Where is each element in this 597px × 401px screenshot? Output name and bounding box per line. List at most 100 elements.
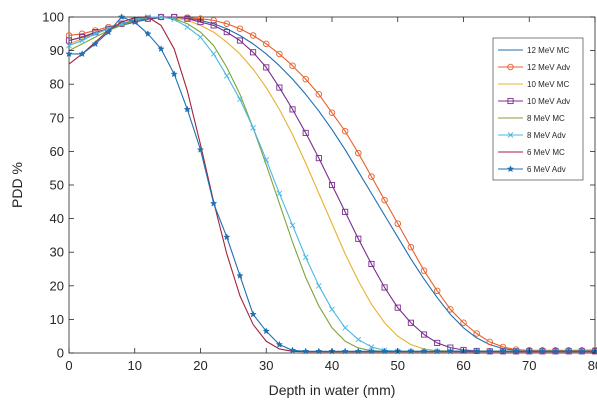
data-point — [407, 347, 415, 355]
data-point — [302, 75, 309, 83]
data-point — [262, 327, 270, 335]
legend-label: 6 MeV Adv — [527, 165, 566, 174]
data-point — [433, 287, 441, 295]
data-point — [144, 29, 152, 37]
data-point — [407, 319, 414, 326]
y-tick-label: 70 — [50, 110, 64, 125]
data-point — [507, 97, 514, 105]
data-point — [315, 91, 323, 98]
data-point — [196, 145, 205, 153]
data-point — [420, 267, 428, 274]
x-tick-label: 70 — [522, 358, 536, 373]
data-point — [394, 304, 401, 311]
data-point — [236, 25, 244, 33]
data-point — [91, 40, 99, 48]
data-point — [367, 347, 376, 355]
data-point — [473, 330, 480, 337]
data-point — [446, 347, 455, 355]
data-point — [341, 347, 349, 355]
y-tick-label: 100 — [42, 10, 64, 25]
data-point — [460, 319, 467, 327]
data-point — [394, 220, 402, 227]
data-point — [183, 105, 192, 113]
data-point — [507, 132, 514, 138]
data-point — [302, 347, 310, 355]
data-point — [223, 72, 230, 79]
data-point — [249, 32, 257, 39]
data-point — [117, 13, 126, 21]
data-point — [209, 199, 218, 207]
y-tick-label: 30 — [50, 245, 64, 260]
data-point — [380, 347, 389, 355]
data-point — [157, 45, 165, 53]
data-point — [381, 196, 388, 204]
y-tick-label: 80 — [50, 77, 64, 92]
data-point — [355, 149, 362, 157]
data-point — [210, 51, 217, 57]
data-point — [263, 156, 270, 163]
data-point — [263, 64, 270, 71]
x-tick-label: 20 — [193, 358, 207, 373]
legend-item: 8 MeV Adv — [498, 131, 566, 140]
legend-item: 8 MeV MC — [498, 114, 565, 123]
data-point — [289, 106, 296, 113]
legend-label: 6 MeV MC — [527, 148, 565, 157]
data-point — [421, 331, 428, 338]
data-point — [341, 127, 349, 135]
y-tick-label: 10 — [50, 312, 64, 327]
data-point — [263, 40, 270, 48]
data-point — [512, 347, 520, 355]
data-point — [355, 336, 362, 343]
data-point — [565, 347, 573, 355]
data-point — [329, 306, 335, 313]
legend-label: 10 MeV MC — [527, 80, 569, 89]
legend-item: 10 MeV Adv — [498, 97, 570, 106]
data-point — [538, 347, 547, 355]
data-point — [276, 50, 283, 58]
data-point — [328, 181, 336, 189]
legend-item: 12 MeV MC — [498, 46, 569, 55]
data-point — [368, 260, 375, 268]
legend-label: 10 MeV Adv — [527, 97, 570, 106]
legend-label: 8 MeV Adv — [527, 131, 566, 140]
y-tick-label: 50 — [50, 178, 64, 193]
series-line — [68, 16, 595, 352]
data-point — [578, 347, 586, 355]
data-point — [486, 338, 494, 346]
data-point — [315, 155, 322, 162]
legend-label: 12 MeV Adv — [527, 63, 570, 72]
data-point — [223, 20, 231, 27]
data-point — [65, 37, 73, 44]
data-point — [302, 129, 309, 136]
data-point — [210, 22, 217, 29]
data-point — [434, 339, 441, 346]
data-point — [250, 49, 257, 56]
x-tick-label: 80 — [588, 358, 597, 373]
data-point — [420, 347, 428, 355]
data-point — [237, 96, 243, 103]
data-point — [354, 347, 362, 355]
legend-item: 6 MeV MC — [498, 148, 565, 157]
data-point — [433, 347, 441, 355]
data-point — [223, 29, 230, 36]
data-point — [368, 173, 375, 180]
data-point — [381, 284, 388, 291]
data-point — [447, 306, 454, 313]
data-point — [289, 222, 296, 229]
data-point — [79, 34, 86, 41]
y-tick-label: 90 — [50, 43, 64, 58]
x-tick-label: 40 — [325, 358, 339, 373]
legend-box — [492, 37, 584, 181]
y-axis-label: PDD % — [9, 162, 25, 208]
x-tick-label: 0 — [65, 358, 72, 373]
data-point — [288, 346, 297, 354]
data-point — [170, 70, 178, 78]
data-point — [184, 24, 191, 30]
data-point — [197, 34, 204, 40]
data-point — [551, 347, 560, 355]
data-point — [328, 109, 336, 117]
data-point — [407, 243, 415, 251]
data-point — [289, 62, 296, 69]
legend: 12 MeV MC 12 MeV Adv 10 MeV MC 10 MeV Adv 8 … — [492, 37, 584, 181]
